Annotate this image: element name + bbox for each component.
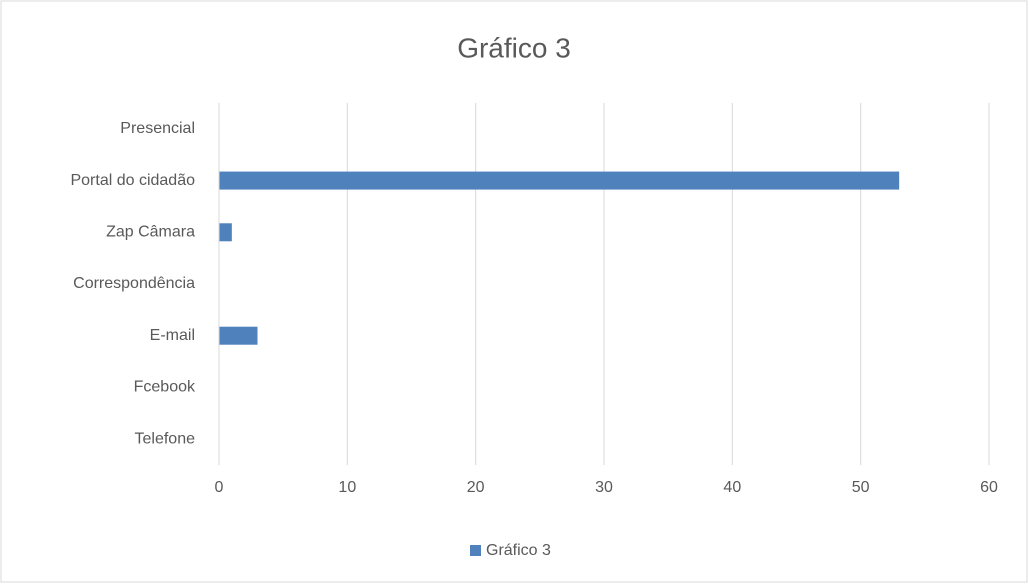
x-tick-label: 50: [852, 479, 870, 496]
x-tick-label: 60: [980, 479, 998, 496]
x-tick-label: 40: [723, 479, 741, 496]
y-tick-label: E-mail: [150, 327, 195, 344]
y-tick-label: Correspondência: [73, 275, 195, 292]
y-tick-label: Zap Câmara: [106, 224, 195, 241]
y-tick-label: Portal do cidadão: [70, 172, 195, 189]
bar: [219, 171, 900, 190]
y-tick-label: Fcebook: [134, 379, 196, 396]
y-tick-label: Presencial: [120, 120, 195, 137]
chart-title: Gráfico 3: [457, 32, 571, 63]
x-tick-label: 30: [595, 479, 613, 496]
x-tick-label: 20: [467, 479, 485, 496]
y-tick-label: Telefone: [135, 430, 196, 447]
legend-label: Gráfico 3: [486, 542, 551, 559]
x-tick-label: 10: [338, 479, 356, 496]
bar: [219, 223, 232, 242]
legend-swatch: [470, 545, 481, 556]
bar: [219, 326, 258, 345]
x-tick-label: 0: [215, 479, 224, 496]
